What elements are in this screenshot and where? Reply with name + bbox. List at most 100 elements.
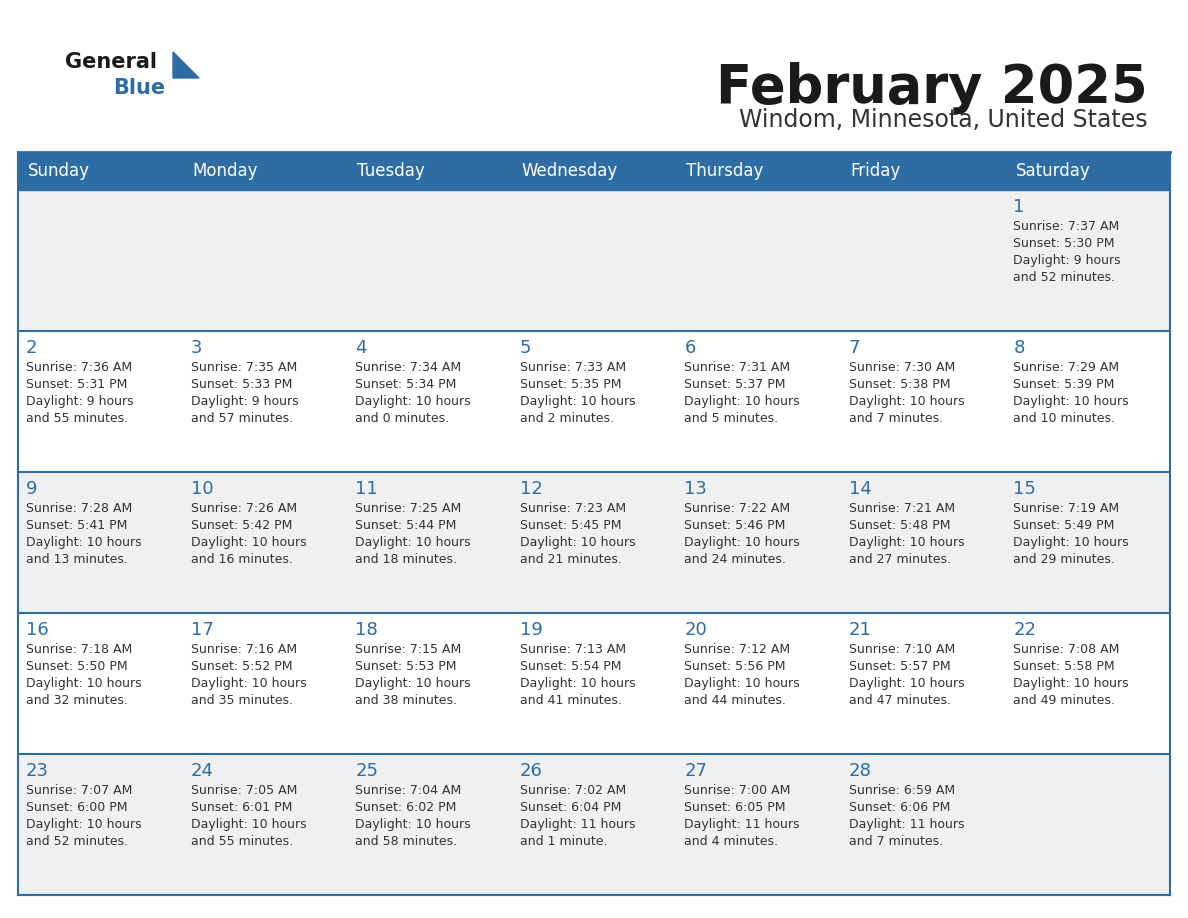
Text: Sunset: 6:01 PM: Sunset: 6:01 PM (190, 801, 292, 814)
Text: Thursday: Thursday (687, 162, 764, 180)
Text: and 38 minutes.: and 38 minutes. (355, 694, 457, 707)
Text: 2: 2 (26, 339, 38, 357)
Bar (1005, 754, 1170, 895)
Text: Sunrise: 6:59 AM: Sunrise: 6:59 AM (849, 784, 955, 797)
Text: 25: 25 (355, 762, 378, 780)
Text: Sunset: 5:48 PM: Sunset: 5:48 PM (849, 519, 950, 532)
Text: Sunset: 5:45 PM: Sunset: 5:45 PM (519, 519, 621, 532)
Text: 22: 22 (1013, 621, 1036, 639)
Text: Sunset: 5:39 PM: Sunset: 5:39 PM (1013, 378, 1114, 391)
Text: and 44 minutes.: and 44 minutes. (684, 694, 786, 707)
Bar (512, 613, 676, 754)
Text: Sunrise: 7:26 AM: Sunrise: 7:26 AM (190, 502, 297, 515)
Text: Daylight: 9 hours: Daylight: 9 hours (1013, 254, 1121, 267)
Text: 1: 1 (1013, 198, 1025, 216)
Text: 13: 13 (684, 480, 707, 498)
Text: Sunset: 5:53 PM: Sunset: 5:53 PM (355, 660, 456, 673)
Text: Daylight: 10 hours: Daylight: 10 hours (26, 536, 141, 549)
Text: Sunrise: 7:37 AM: Sunrise: 7:37 AM (1013, 220, 1119, 233)
Text: 12: 12 (519, 480, 543, 498)
Text: Sunset: 5:34 PM: Sunset: 5:34 PM (355, 378, 456, 391)
Text: 14: 14 (849, 480, 872, 498)
Text: Sunset: 5:46 PM: Sunset: 5:46 PM (684, 519, 785, 532)
Text: Sunrise: 7:33 AM: Sunrise: 7:33 AM (519, 361, 626, 374)
Text: Daylight: 10 hours: Daylight: 10 hours (519, 395, 636, 408)
Text: Sunset: 5:35 PM: Sunset: 5:35 PM (519, 378, 621, 391)
Text: Sunrise: 7:35 AM: Sunrise: 7:35 AM (190, 361, 297, 374)
Text: Daylight: 11 hours: Daylight: 11 hours (849, 818, 965, 831)
Text: Daylight: 10 hours: Daylight: 10 hours (355, 395, 470, 408)
Text: Daylight: 10 hours: Daylight: 10 hours (1013, 395, 1129, 408)
Text: Sunset: 5:49 PM: Sunset: 5:49 PM (1013, 519, 1114, 532)
Text: and 55 minutes.: and 55 minutes. (190, 835, 292, 848)
Text: and 47 minutes.: and 47 minutes. (849, 694, 950, 707)
Bar (347, 613, 512, 754)
Bar (841, 472, 1005, 613)
Text: and 4 minutes.: and 4 minutes. (684, 835, 778, 848)
Text: Sunset: 5:41 PM: Sunset: 5:41 PM (26, 519, 127, 532)
Text: Sunset: 5:57 PM: Sunset: 5:57 PM (849, 660, 950, 673)
Text: Daylight: 10 hours: Daylight: 10 hours (849, 677, 965, 690)
Bar (347, 331, 512, 472)
Text: February 2025: February 2025 (716, 62, 1148, 114)
Text: Daylight: 10 hours: Daylight: 10 hours (190, 818, 307, 831)
Bar (18, 754, 183, 895)
Polygon shape (173, 52, 200, 78)
Text: Sunset: 5:44 PM: Sunset: 5:44 PM (355, 519, 456, 532)
Text: Sunrise: 7:08 AM: Sunrise: 7:08 AM (1013, 643, 1120, 656)
Text: 5: 5 (519, 339, 531, 357)
Text: Daylight: 10 hours: Daylight: 10 hours (519, 677, 636, 690)
Bar (183, 613, 347, 754)
Bar (18, 331, 183, 472)
Bar (183, 331, 347, 472)
Text: Sunset: 5:31 PM: Sunset: 5:31 PM (26, 378, 127, 391)
Text: Daylight: 10 hours: Daylight: 10 hours (355, 677, 470, 690)
Text: Sunrise: 7:07 AM: Sunrise: 7:07 AM (26, 784, 132, 797)
Bar (1005, 331, 1170, 472)
Text: Tuesday: Tuesday (358, 162, 425, 180)
Text: and 52 minutes.: and 52 minutes. (1013, 271, 1116, 284)
Text: Sunset: 5:33 PM: Sunset: 5:33 PM (190, 378, 292, 391)
Text: Daylight: 9 hours: Daylight: 9 hours (190, 395, 298, 408)
Text: and 2 minutes.: and 2 minutes. (519, 412, 614, 425)
Text: Daylight: 10 hours: Daylight: 10 hours (26, 677, 141, 690)
Text: Friday: Friday (851, 162, 902, 180)
Text: Sunrise: 7:10 AM: Sunrise: 7:10 AM (849, 643, 955, 656)
Text: Sunrise: 7:00 AM: Sunrise: 7:00 AM (684, 784, 791, 797)
Text: and 10 minutes.: and 10 minutes. (1013, 412, 1116, 425)
Text: and 41 minutes.: and 41 minutes. (519, 694, 621, 707)
Text: Sunset: 5:52 PM: Sunset: 5:52 PM (190, 660, 292, 673)
Text: Daylight: 11 hours: Daylight: 11 hours (519, 818, 636, 831)
Text: Sunset: 5:42 PM: Sunset: 5:42 PM (190, 519, 292, 532)
Bar (512, 754, 676, 895)
Text: Sunrise: 7:30 AM: Sunrise: 7:30 AM (849, 361, 955, 374)
Text: Sunset: 5:30 PM: Sunset: 5:30 PM (1013, 237, 1114, 250)
Text: Sunset: 5:58 PM: Sunset: 5:58 PM (1013, 660, 1116, 673)
Text: and 0 minutes.: and 0 minutes. (355, 412, 449, 425)
Text: Sunset: 6:00 PM: Sunset: 6:00 PM (26, 801, 127, 814)
Bar (512, 472, 676, 613)
Bar (183, 472, 347, 613)
Text: 28: 28 (849, 762, 872, 780)
Text: Sunset: 6:06 PM: Sunset: 6:06 PM (849, 801, 950, 814)
Bar (18, 152, 1170, 190)
Text: Sunrise: 7:34 AM: Sunrise: 7:34 AM (355, 361, 461, 374)
Text: 3: 3 (190, 339, 202, 357)
Text: Daylight: 10 hours: Daylight: 10 hours (519, 536, 636, 549)
Text: Sunset: 5:50 PM: Sunset: 5:50 PM (26, 660, 127, 673)
Text: Sunrise: 7:19 AM: Sunrise: 7:19 AM (1013, 502, 1119, 515)
Text: and 1 minute.: and 1 minute. (519, 835, 607, 848)
Text: 15: 15 (1013, 480, 1036, 498)
Bar (841, 190, 1005, 331)
Text: Daylight: 10 hours: Daylight: 10 hours (684, 536, 800, 549)
Text: and 18 minutes.: and 18 minutes. (355, 553, 457, 566)
Text: 18: 18 (355, 621, 378, 639)
Text: Sunrise: 7:36 AM: Sunrise: 7:36 AM (26, 361, 132, 374)
Text: Blue: Blue (113, 78, 165, 98)
Text: 19: 19 (519, 621, 543, 639)
Bar (676, 613, 841, 754)
Text: and 55 minutes.: and 55 minutes. (26, 412, 128, 425)
Bar (841, 754, 1005, 895)
Text: and 7 minutes.: and 7 minutes. (849, 835, 943, 848)
Text: Sunrise: 7:13 AM: Sunrise: 7:13 AM (519, 643, 626, 656)
